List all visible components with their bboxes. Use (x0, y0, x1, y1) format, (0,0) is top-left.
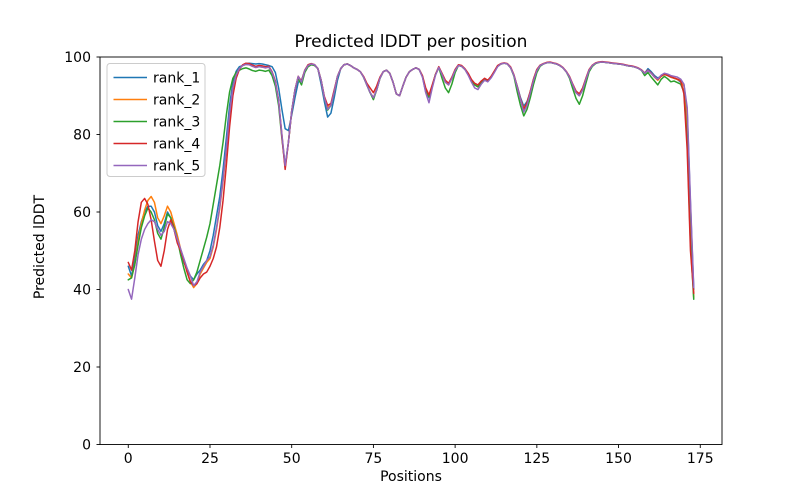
legend: rank_1 rank_2 rank_3 rank_4 rank_5 (106, 63, 206, 177)
x-axis-label: Positions (380, 469, 442, 485)
series-line-rank_5 (127, 61, 695, 300)
series-line-rank_2 (127, 61, 695, 298)
legend-box (106, 63, 206, 177)
legend-label-rank_4: rank_4 (153, 137, 200, 153)
legend-label-rank_2: rank_2 (153, 93, 200, 109)
legend-label-rank_5: rank_5 (153, 159, 200, 175)
y-axis-label: Predicted lDDT (32, 194, 48, 299)
y-tick-label: 60 (73, 205, 91, 221)
y-tick-label: 80 (73, 128, 91, 144)
legend-label-rank_3: rank_3 (153, 115, 200, 131)
series-line-rank_4 (127, 60, 695, 295)
x-tick-label: 125 (523, 451, 550, 467)
y-tick-label: 100 (64, 50, 91, 66)
legend-label-rank_1: rank_1 (153, 71, 200, 87)
x-tick-label: 175 (687, 451, 714, 467)
x-tick-label: 50 (283, 451, 301, 467)
x-tick-label: 25 (201, 451, 219, 467)
x-tick-label: 100 (442, 451, 469, 467)
y-tick-label: 0 (82, 438, 91, 454)
x-tick-label: 150 (605, 451, 632, 467)
x-tick-label: 75 (364, 451, 382, 467)
chart-title: Predicted lDDT per position (295, 32, 528, 52)
y-tick-label: 20 (73, 360, 91, 376)
series-line-rank_3 (127, 61, 695, 300)
x-tick-label: 0 (124, 451, 133, 467)
plot-area: 0 25 50 75 100 125 150 175 0 20 40 60 80 100 (64, 50, 723, 467)
series-line-rank_1 (127, 61, 695, 291)
axes-spines (99, 56, 723, 445)
y-tick-label: 40 (73, 283, 91, 299)
